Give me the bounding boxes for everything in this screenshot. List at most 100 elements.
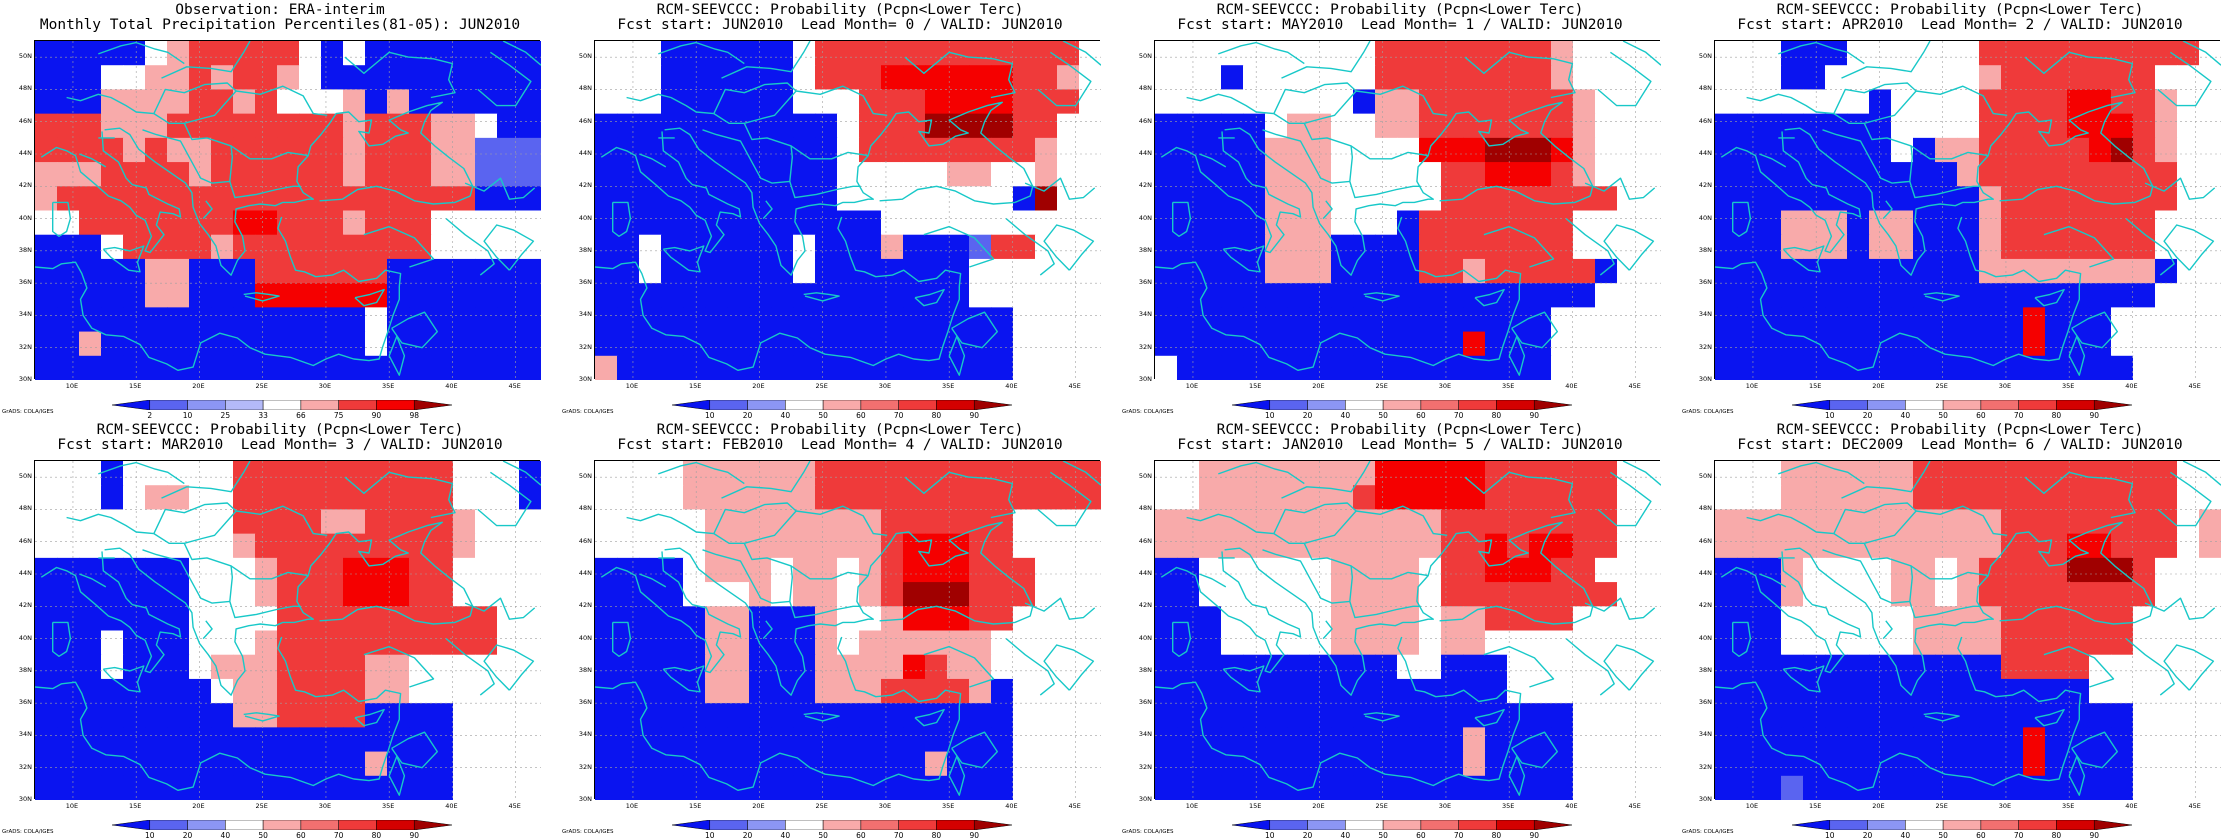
- grid-cell: [661, 606, 684, 632]
- coastline: [1356, 505, 1448, 536]
- grid-cell: [925, 630, 948, 656]
- grid-cell: [2067, 137, 2090, 163]
- grid-cell: [1079, 258, 1101, 284]
- colorbar-swatch: [1792, 400, 1831, 410]
- grid-cell: [2155, 509, 2178, 535]
- grid-cell: [2111, 258, 2134, 284]
- grid-cell: [497, 654, 520, 680]
- grid-cell: [947, 678, 970, 704]
- grid-cell: [1759, 485, 1782, 511]
- colorbar-swatch: [1942, 400, 1982, 410]
- grid-cell: [859, 509, 882, 535]
- grid-cell: [1463, 258, 1486, 284]
- grid-cell: [1079, 331, 1101, 357]
- lat-tick-label: 42N: [1698, 601, 1712, 610]
- coastline: [1909, 601, 1981, 619]
- lon-tick-label: 25E: [255, 802, 268, 810]
- grid-cell: [991, 533, 1014, 559]
- grid-cell: [815, 89, 838, 115]
- colorbar-swatch: [187, 400, 226, 410]
- grid-cell: [1035, 307, 1058, 333]
- panel-title: RCM-SEEVCCC: Probability (Pcpn<Lower Ter…: [1216, 2, 1584, 18]
- colorbar-swatch: [376, 820, 415, 830]
- grid-cell: [1243, 307, 1266, 333]
- grid-cell: [1155, 355, 1178, 380]
- grid-cell: [101, 533, 124, 559]
- grid-cell: [1759, 283, 1782, 308]
- colorbar-swatch: [2093, 820, 2132, 830]
- coastline: [2157, 471, 2212, 527]
- lon-tick-label: 10E: [1185, 382, 1199, 390]
- coastline: [796, 505, 888, 536]
- grid-cell: [2199, 533, 2221, 559]
- grid-cell: [1079, 113, 1101, 139]
- coastline: [1841, 461, 1931, 499]
- grid-cell: [1803, 210, 1826, 236]
- grid-cell: [1287, 582, 1310, 607]
- lat-tick-label: 44N: [18, 569, 32, 577]
- lon-tick-label: 30E: [1438, 802, 1452, 810]
- grid-cell: [2177, 654, 2200, 680]
- coastline: [1062, 461, 1101, 486]
- panel-subtitle: Fcst start: APR2010 Lead Month= 2 / VALI…: [1737, 17, 2183, 33]
- grid-cell: [255, 751, 278, 777]
- grid-cell: [947, 210, 970, 236]
- grid-cell: [1155, 630, 1178, 656]
- grid-cell: [343, 654, 366, 680]
- grid-cell: [991, 162, 1014, 187]
- grid-cell: [749, 461, 772, 486]
- grid-cell: [1199, 186, 1222, 212]
- grid-cell: [387, 533, 410, 559]
- grid-cell: [519, 775, 541, 800]
- grid-cell: [727, 41, 750, 66]
- grid-cell: [519, 678, 541, 704]
- grid-cell: [793, 355, 816, 380]
- grid-cell: [1979, 630, 2002, 656]
- grid-cell: [2199, 606, 2221, 632]
- grid-cell: [57, 630, 80, 656]
- grid-cell: [639, 210, 662, 236]
- grid-cell: [1869, 258, 1892, 284]
- grid-cell: [1013, 727, 1036, 753]
- grid-cell: [1265, 283, 1288, 308]
- grid-cell: [1847, 210, 1870, 236]
- grid-cell: [387, 89, 410, 115]
- grid-cell: [1013, 355, 1036, 380]
- lat-tick-label: 50N: [1698, 52, 1712, 61]
- grid-cell: [1057, 509, 1080, 535]
- grid-cell: [2045, 355, 2068, 380]
- colorbar-swatch: [376, 400, 415, 410]
- grid-cell: [431, 606, 454, 632]
- grid-cell: [1957, 331, 1980, 357]
- grid-cell: [2177, 355, 2200, 380]
- colorbar-label: 70: [2013, 831, 2024, 840]
- colorbar-label: 80: [931, 831, 942, 840]
- grid-cell: [947, 137, 970, 163]
- grid-cell: [1155, 258, 1178, 284]
- colorbar-swatch: [2093, 400, 2132, 410]
- grid-cell: [837, 727, 860, 753]
- grid-cell: [1595, 234, 1618, 260]
- grid-cell: [2001, 678, 2024, 704]
- coastline: [1037, 471, 1092, 527]
- grid-cell: [969, 137, 992, 163]
- grid-cell: [1441, 678, 1464, 704]
- lat-tick-label: 40N: [578, 213, 592, 222]
- grid-cell: [1803, 41, 1826, 66]
- grid-cell: [1639, 461, 1661, 486]
- colorbar-label: 40: [1340, 411, 1351, 420]
- lon-tick-label: 10E: [625, 802, 639, 810]
- grid-cell: [1957, 186, 1980, 212]
- grid-cell: [1935, 65, 1958, 91]
- grid-cell: [255, 41, 278, 66]
- grid-cell: [1913, 582, 1936, 607]
- grid-cell: [859, 533, 882, 559]
- grid-cell: [1441, 557, 1464, 583]
- grid-cell: [969, 89, 992, 115]
- lat-tick-label: 30N: [1698, 795, 1712, 803]
- grid-cell: [2001, 234, 2024, 260]
- lat-tick-label: 46N: [1698, 116, 1712, 125]
- grid-cell: [1013, 307, 1036, 333]
- lon-tick-label: 15E: [1808, 802, 1822, 810]
- lon-tick-label: 35E: [1501, 382, 1515, 390]
